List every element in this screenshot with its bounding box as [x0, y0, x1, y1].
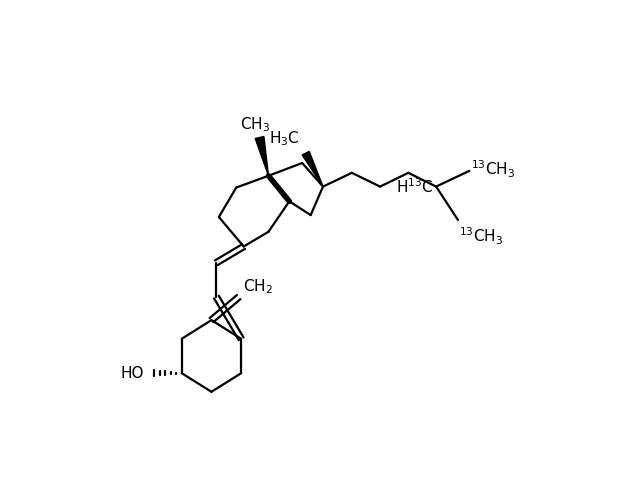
Text: $^{13}$CH$_3$: $^{13}$CH$_3$ — [471, 158, 515, 180]
Text: HO: HO — [121, 366, 145, 381]
Polygon shape — [255, 136, 269, 176]
Text: H$^{13}$C: H$^{13}$C — [396, 177, 434, 196]
Text: $^{13}$CH$_3$: $^{13}$CH$_3$ — [460, 226, 504, 247]
Text: CH$_2$: CH$_2$ — [243, 277, 273, 296]
Text: H$_3$C: H$_3$C — [269, 130, 300, 148]
Text: CH$_3$: CH$_3$ — [239, 115, 269, 134]
Polygon shape — [302, 151, 323, 187]
